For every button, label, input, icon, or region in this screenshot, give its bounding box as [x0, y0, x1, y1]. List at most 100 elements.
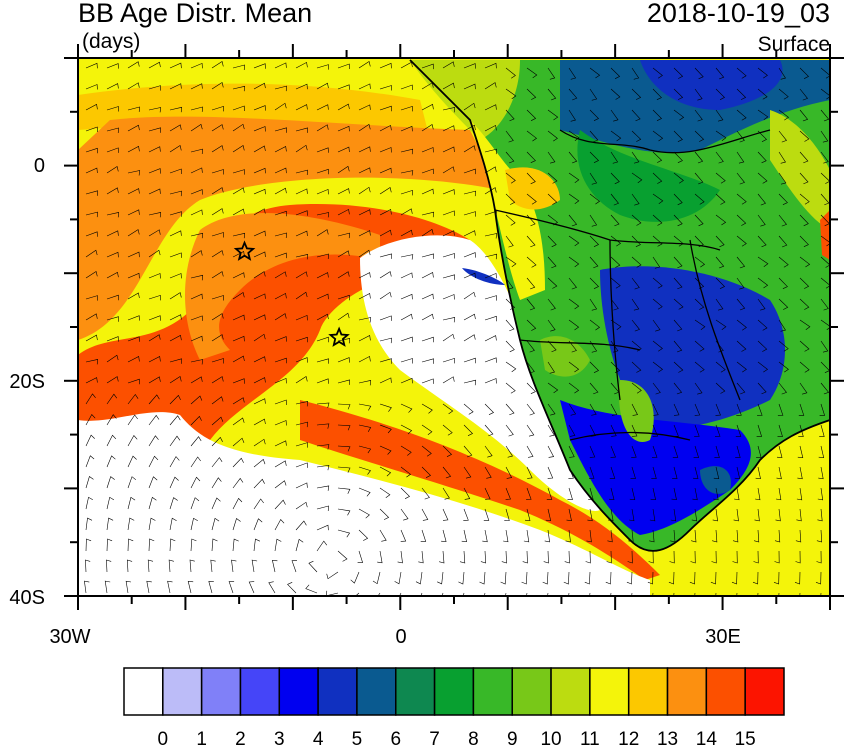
- wind-barb: [421, 211, 435, 218]
- wind-barb: [337, 125, 350, 132]
- wind-barb: [358, 249, 371, 258]
- wind-barb: [799, 172, 809, 185]
- wind-barb: [463, 168, 476, 175]
- wind-barb: [397, 550, 403, 564]
- colorbar-label: 11: [580, 729, 600, 750]
- wind-barb: [631, 214, 642, 226]
- map-title: BB Age Distr. Mean: [78, 0, 313, 28]
- wind-barb: [442, 317, 456, 323]
- wind-barb: [463, 403, 474, 415]
- wind-barb: [337, 550, 348, 562]
- wind-barb: [735, 445, 741, 458]
- colorbar-box: [395, 667, 436, 716]
- wind-barb: [484, 445, 493, 458]
- wind-barb: [589, 109, 600, 121]
- wind-barb: [799, 256, 811, 268]
- wind-barb: [794, 571, 801, 585]
- wind-barb: [589, 67, 601, 79]
- wind-barb: [274, 210, 287, 217]
- wind-barb: [106, 538, 113, 552]
- wind-barb: [757, 403, 763, 416]
- wind-barb: [442, 274, 455, 280]
- wind-barb: [372, 571, 381, 585]
- wind-barb: [568, 151, 578, 164]
- wind-barb: [547, 382, 559, 394]
- wind-barb: [712, 529, 718, 543]
- wind-barb: [631, 130, 642, 142]
- wind-barb: [631, 193, 640, 206]
- wind-barb: [547, 214, 559, 226]
- wind-barb: [736, 67, 747, 79]
- wind-barb: [734, 487, 740, 501]
- wind-barb: [337, 294, 350, 301]
- wind-barb: [169, 230, 182, 237]
- wind-barb: [589, 361, 600, 373]
- wind-barb: [690, 550, 696, 564]
- wind-barb: [463, 145, 476, 153]
- wind-barb: [694, 340, 705, 352]
- wind-barb: [167, 580, 173, 594]
- lon-tick-label: 0: [395, 626, 406, 648]
- wind-barb: [85, 211, 98, 218]
- wind-barb: [694, 151, 704, 164]
- wind-barb: [795, 550, 801, 564]
- wind-barb: [169, 334, 182, 342]
- wind-barb: [295, 336, 308, 343]
- wind-barb: [526, 487, 532, 500]
- wind-barb: [484, 424, 494, 437]
- wind-barb: [568, 109, 576, 122]
- wind-barb: [211, 477, 222, 489]
- wind-barb: [777, 424, 783, 437]
- colorbar-box: [433, 667, 475, 716]
- wind-barb: [421, 445, 432, 457]
- wind-barb: [316, 64, 329, 70]
- wind-barb: [798, 424, 804, 437]
- wind-barb: [673, 403, 680, 416]
- wind-barb: [505, 109, 515, 122]
- wind-barb: [274, 499, 286, 510]
- wind-barb: [526, 298, 536, 311]
- wind-barb: [629, 508, 635, 522]
- wind-barb: [146, 580, 152, 594]
- wind-barb: [799, 361, 810, 373]
- wind-barb: [757, 88, 768, 100]
- wind-barb: [629, 487, 636, 501]
- wind-barb: [442, 294, 455, 300]
- wind-barb: [316, 124, 329, 132]
- wind-barb: [400, 229, 413, 237]
- wind-barb: [337, 84, 350, 90]
- wind-barb: [253, 271, 266, 279]
- wind-barb: [253, 82, 266, 90]
- wind-barb: [127, 292, 140, 300]
- wind-barb: [523, 529, 530, 543]
- wind-barb: [337, 271, 350, 279]
- wind-barb: [652, 193, 664, 205]
- wind-barb: [148, 127, 161, 133]
- wind-barb: [253, 377, 266, 384]
- wind-barb: [652, 340, 663, 352]
- wind-barb: [106, 230, 119, 237]
- wind-barb: [650, 487, 656, 501]
- wind-barb: [208, 581, 214, 594]
- wind-barb: [253, 498, 264, 510]
- wind-barb: [820, 319, 830, 331]
- wind-barb: [190, 456, 201, 468]
- wind-barb: [673, 277, 683, 290]
- wind-barb: [463, 508, 469, 521]
- wind-barb: [778, 361, 789, 373]
- wind-barb: [757, 256, 769, 268]
- wind-barb: [211, 250, 224, 258]
- wind-barb: [421, 336, 434, 343]
- wind-barb: [148, 455, 159, 468]
- wind-barb: [652, 403, 659, 416]
- wind-barb: [610, 88, 621, 100]
- wind-barb: [692, 466, 699, 479]
- wind-barb: [421, 487, 430, 500]
- wind-barb: [568, 466, 574, 479]
- wind-barb: [799, 151, 809, 164]
- wind-barb: [442, 376, 455, 384]
- wind-barb: [547, 256, 557, 269]
- wind-barb: [106, 166, 119, 174]
- wind-barb: [694, 67, 704, 80]
- wind-barb: [127, 170, 141, 176]
